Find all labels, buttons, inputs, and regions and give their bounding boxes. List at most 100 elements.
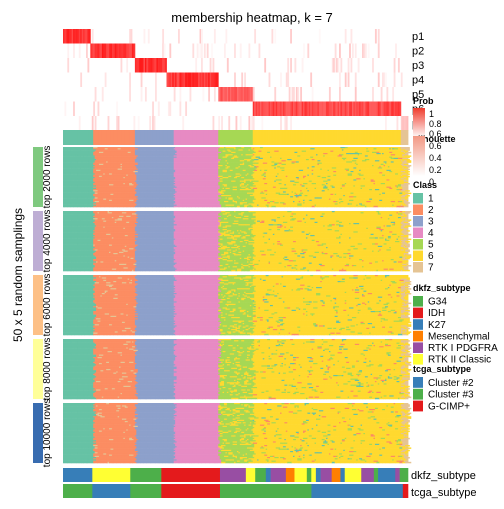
- membership-cell: [218, 166, 223, 168]
- membership-cell: [218, 148, 222, 150]
- class-bar-cell: [284, 130, 287, 145]
- membership-cell: [73, 148, 77, 150]
- membership-cell: [327, 155, 333, 157]
- membership-cell: [208, 153, 213, 155]
- prob-cell: [395, 101, 397, 116]
- membership-cell: [257, 169, 261, 172]
- membership-cell: [395, 169, 399, 172]
- class-bar-cell: [271, 130, 274, 145]
- membership-cell: [354, 166, 359, 168]
- membership-cell: [236, 171, 242, 173]
- membership-cell: [301, 149, 304, 151]
- membership-cell: [165, 156, 170, 159]
- membership-cell: [380, 168, 384, 171]
- membership-cell: [70, 172, 74, 174]
- membership-cell: [103, 173, 106, 175]
- membership-cell: [143, 155, 147, 157]
- membership-cell: [343, 160, 346, 162]
- prob-cell: [281, 101, 284, 116]
- membership-cell: [405, 147, 410, 149]
- membership-cell: [136, 166, 142, 168]
- membership-cell: [377, 156, 383, 159]
- membership-cell: [178, 161, 183, 163]
- membership-cell: [173, 162, 179, 165]
- membership-cell: [267, 169, 272, 172]
- membership-cell: [153, 153, 157, 155]
- membership-cell: [98, 155, 104, 157]
- membership-cell: [84, 154, 88, 156]
- membership-cell: [75, 153, 81, 155]
- prob-cell: [114, 43, 117, 58]
- membership-cell: [144, 166, 150, 168]
- membership-cell: [357, 166, 363, 168]
- class-bar-cell: [84, 130, 87, 145]
- class-bar-cell: [212, 130, 215, 145]
- membership-cell: [140, 167, 143, 169]
- membership-cell: [244, 162, 248, 165]
- membership-cell: [213, 149, 219, 151]
- membership-cell: [129, 162, 134, 165]
- membership-cell: [77, 162, 83, 165]
- membership-cell: [350, 153, 356, 155]
- prob-cell: [228, 87, 231, 102]
- membership-cell: [372, 172, 376, 174]
- membership-cell: [147, 165, 150, 167]
- membership-cell: [218, 172, 222, 174]
- class-bar-cell: [137, 130, 140, 145]
- membership-cell: [395, 149, 400, 151]
- membership-cell: [387, 166, 390, 168]
- prob-cell: [147, 29, 150, 44]
- membership-cell: [221, 148, 225, 150]
- membership-cell: [221, 155, 226, 157]
- membership-cell: [147, 154, 153, 156]
- membership-cell: [86, 150, 90, 153]
- membership-cell: [254, 157, 259, 160]
- membership-cell: [372, 156, 374, 159]
- class-bar-cell: [140, 130, 143, 145]
- class-bar-cell: [396, 130, 399, 145]
- membership-cell: [179, 153, 183, 155]
- membership-cell: [270, 160, 275, 162]
- membership-cell: [382, 151, 384, 154]
- membership-cell: [137, 162, 142, 165]
- membership-cell: [336, 161, 341, 163]
- membership-cell: [272, 154, 278, 156]
- membership-cell: [238, 166, 241, 168]
- membership-cell: [281, 165, 284, 167]
- prob-cell: [175, 72, 177, 87]
- membership-cell: [169, 172, 175, 174]
- prob-cell: [64, 29, 67, 44]
- prob-cell: [119, 43, 121, 58]
- membership-cell: [64, 154, 70, 156]
- membership-cell: [367, 153, 370, 155]
- class-bar-cell: [359, 130, 361, 145]
- membership-cell: [359, 156, 363, 159]
- membership-cell: [274, 161, 277, 163]
- membership-cell: [295, 166, 300, 168]
- membership-cell: [392, 167, 397, 169]
- membership-cell: [206, 156, 212, 159]
- membership-cell: [106, 160, 108, 162]
- membership-cell: [98, 173, 104, 175]
- membership-cell: [359, 153, 363, 155]
- membership-cell: [94, 151, 97, 154]
- membership-cell: [202, 147, 205, 149]
- membership-cell: [93, 162, 97, 165]
- membership-cell: [380, 163, 384, 166]
- membership-cell: [320, 171, 323, 173]
- membership-cell: [284, 159, 288, 161]
- membership-cell: [285, 161, 291, 163]
- membership-cell: [258, 162, 261, 165]
- membership-cell: [169, 148, 175, 150]
- membership-cell: [130, 171, 134, 173]
- membership-cell: [347, 165, 353, 167]
- membership-cell: [170, 160, 175, 162]
- membership-cell: [97, 172, 101, 174]
- membership-cell: [234, 166, 239, 168]
- membership-cell: [77, 168, 81, 171]
- membership-cell: [399, 148, 402, 150]
- membership-cell: [251, 151, 257, 154]
- membership-cell: [211, 168, 213, 171]
- membership-cell: [150, 148, 156, 150]
